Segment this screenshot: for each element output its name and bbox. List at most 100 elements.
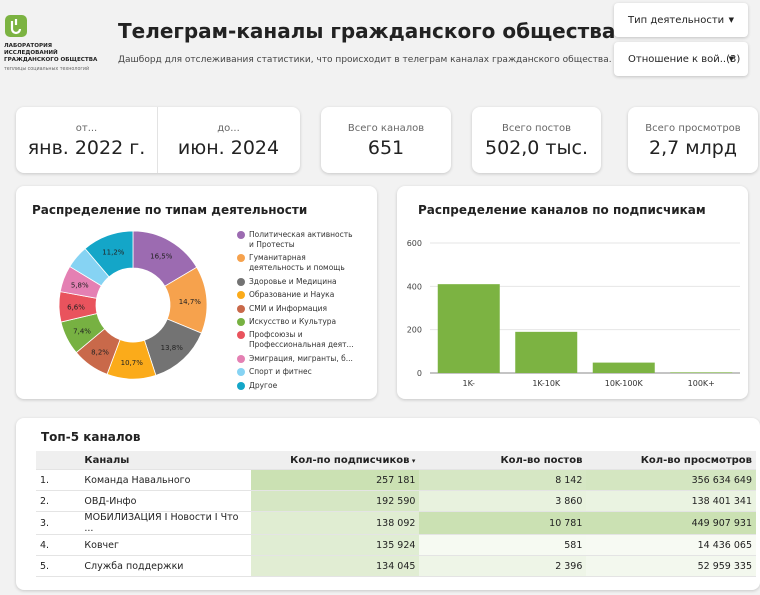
kpi-value: 651 [367,137,405,159]
y-tick-label: 0 [417,369,422,378]
data-label: 6,6% [67,303,85,311]
kpi-value: 2,7 млрд [649,137,737,159]
data-label: 16,5% [150,252,173,260]
channel-name: МОБИЛИЗАЦИЯ I Новости I Что ... [80,511,252,535]
cell-value: 449 907 931 [586,511,756,535]
legend-swatch [237,331,245,340]
y-tick-label: 400 [407,282,422,291]
data-label: 14,7% [179,298,202,306]
table-row: 5. Служба поддержки 134 045 2 396 52 959 335 [36,555,756,577]
kpi-card: Всего постов 502,0 тыс. [472,107,601,173]
chart-title: Распределение каналов по подписчикам [418,203,706,217]
legend-item: Профсоюзы и Профессиональная деят... [237,330,357,350]
header-row: Каналы Кол-по подписчиков ▾ Кол-во постов К… [36,451,756,470]
bar [670,372,733,373]
filter-dropdown[interactable]: Отношение к вой..(3) ▼ [614,42,748,76]
legend-swatch [237,368,245,377]
cell-value: 581 [419,534,587,556]
legend-item: Другое [237,381,357,391]
filter-label: Отношение к вой..(3) [628,53,741,65]
cell-value: 8 142 [419,469,587,491]
table-row: 4. Ковчег 135 924 581 14 436 065 [36,534,756,556]
kpi-card: Всего просмотров 2,7 млрд [628,107,758,173]
legend-label: Гуманитарная деятельность и помощь [249,253,345,273]
filter-dropdown[interactable]: Тип деятельности ▼ [614,3,748,37]
x-tick-label: 1K- [463,379,475,388]
cell-value: 14 436 065 [586,534,756,556]
row-index: 5. [36,555,81,577]
kpi-label: до... [217,123,240,134]
data-label: 5,8% [71,282,89,290]
table-card: Топ-5 каналов Каналы Кол-по подписчиков ▾… [16,418,760,590]
column-header: Каналы [80,451,252,470]
page-title: Телеграм-каналы гражданского общества [118,19,616,43]
kpi-value: 502,0 тыс. [485,137,588,159]
legend-swatch [237,277,245,286]
row-index: 3. [36,511,81,535]
row-index: 2. [36,490,81,512]
kpi-label: Всего каналов [347,123,425,134]
kpi-label: Всего постов [501,123,572,134]
legend-swatch [237,354,245,363]
data-label: 13,8% [161,344,184,352]
legend-item: Политическая активность и Протесты [237,230,357,250]
row-index: 1. [36,469,81,491]
legend-label: Политическая активность и Протесты [249,230,353,249]
chart-title: Распределение по типам деятельности [32,203,308,217]
legend-swatch [237,317,245,326]
channel-name: ОВД-Инфо [80,490,252,512]
cell-value: 138 401 341 [586,490,756,512]
cell-value: 192 590 [251,490,420,512]
cell-value: 2 396 [419,555,587,577]
date-to[interactable]: до... июн. 2024 [157,107,300,173]
kpi-card: Всего каналов 651 [321,107,451,173]
cell-value: 356 634 649 [586,469,756,491]
cell-value: 135 924 [251,534,420,556]
cell-value: 10 781 [419,511,587,535]
data-label: 10,7% [121,359,144,367]
bar-chart: 0 200 400 600 1K- 1K-10K 10K-100K 100K+ [407,239,740,388]
column-header: Кол-во постов [419,451,587,470]
date-from[interactable]: от... янв. 2022 г. [16,107,157,173]
cell-value: 134 045 [251,555,420,577]
legend: Политическая активность и Протесты Гумани… [237,230,357,394]
channel-name: Служба поддержки [80,555,252,577]
logo-sub: теплицы социальных технологий [4,67,90,72]
table-row: 1. Команда Навального 257 181 8 142 356 634 … [36,469,756,491]
x-tick-label: 1K-10K [532,379,561,388]
kpi-value: янв. 2022 г. [27,137,146,159]
data-label: 7,4% [73,328,91,336]
data-label: 11,2% [102,248,125,256]
legend-item: Эмиграция, мигранты, б... [237,354,357,364]
logo-text: ЛАБОРАТОРИЯ ИССЛЕДОВАНИЙ ГРАЖДАНСКОГО ОБЩЕ… [4,43,97,64]
cell-value: 138 092 [251,511,420,535]
column-header[interactable]: Кол-по подписчиков ▾ [251,451,420,470]
legend-item: СМИ и Информация [237,304,357,314]
legend-swatch [237,381,245,390]
data-label: 8,2% [91,349,109,357]
kpi-label: Всего просмотров [645,123,741,134]
legend-item: Гуманитарная деятельность и помощь [237,253,357,273]
logo-icon [5,15,27,37]
column-header: Кол-во просмотров [586,451,756,470]
cell-value: 52 959 335 [586,555,756,577]
legend-label: Другое [249,380,278,390]
legend-label: Спорт и фитнес [249,367,312,377]
cell-value: 257 181 [251,469,420,491]
chart-card: Распределение по типам деятельности 16,5… [16,186,377,399]
legend-item: Образование и Наука [237,290,357,300]
table-title: Топ-5 каналов [41,430,141,444]
cell-value: 3 860 [419,490,587,512]
chart-card: Распределение каналов по подписчикам 0 20… [397,186,748,399]
x-tick-label: 100K+ [688,379,715,388]
logo-line: ИССЛЕДОВАНИЙ [4,50,58,56]
legend-label: Эмиграция, мигранты, б... [249,353,353,363]
bar [437,284,500,373]
legend-label: Здоровье и Медицина [249,276,337,286]
legend-label: СМИ и Информация [249,303,327,313]
y-tick-label: 600 [407,239,422,248]
kpi-value: июн. 2024 [177,137,280,159]
legend-item: Здоровье и Медицина [237,277,357,287]
row-index: 4. [36,534,81,556]
